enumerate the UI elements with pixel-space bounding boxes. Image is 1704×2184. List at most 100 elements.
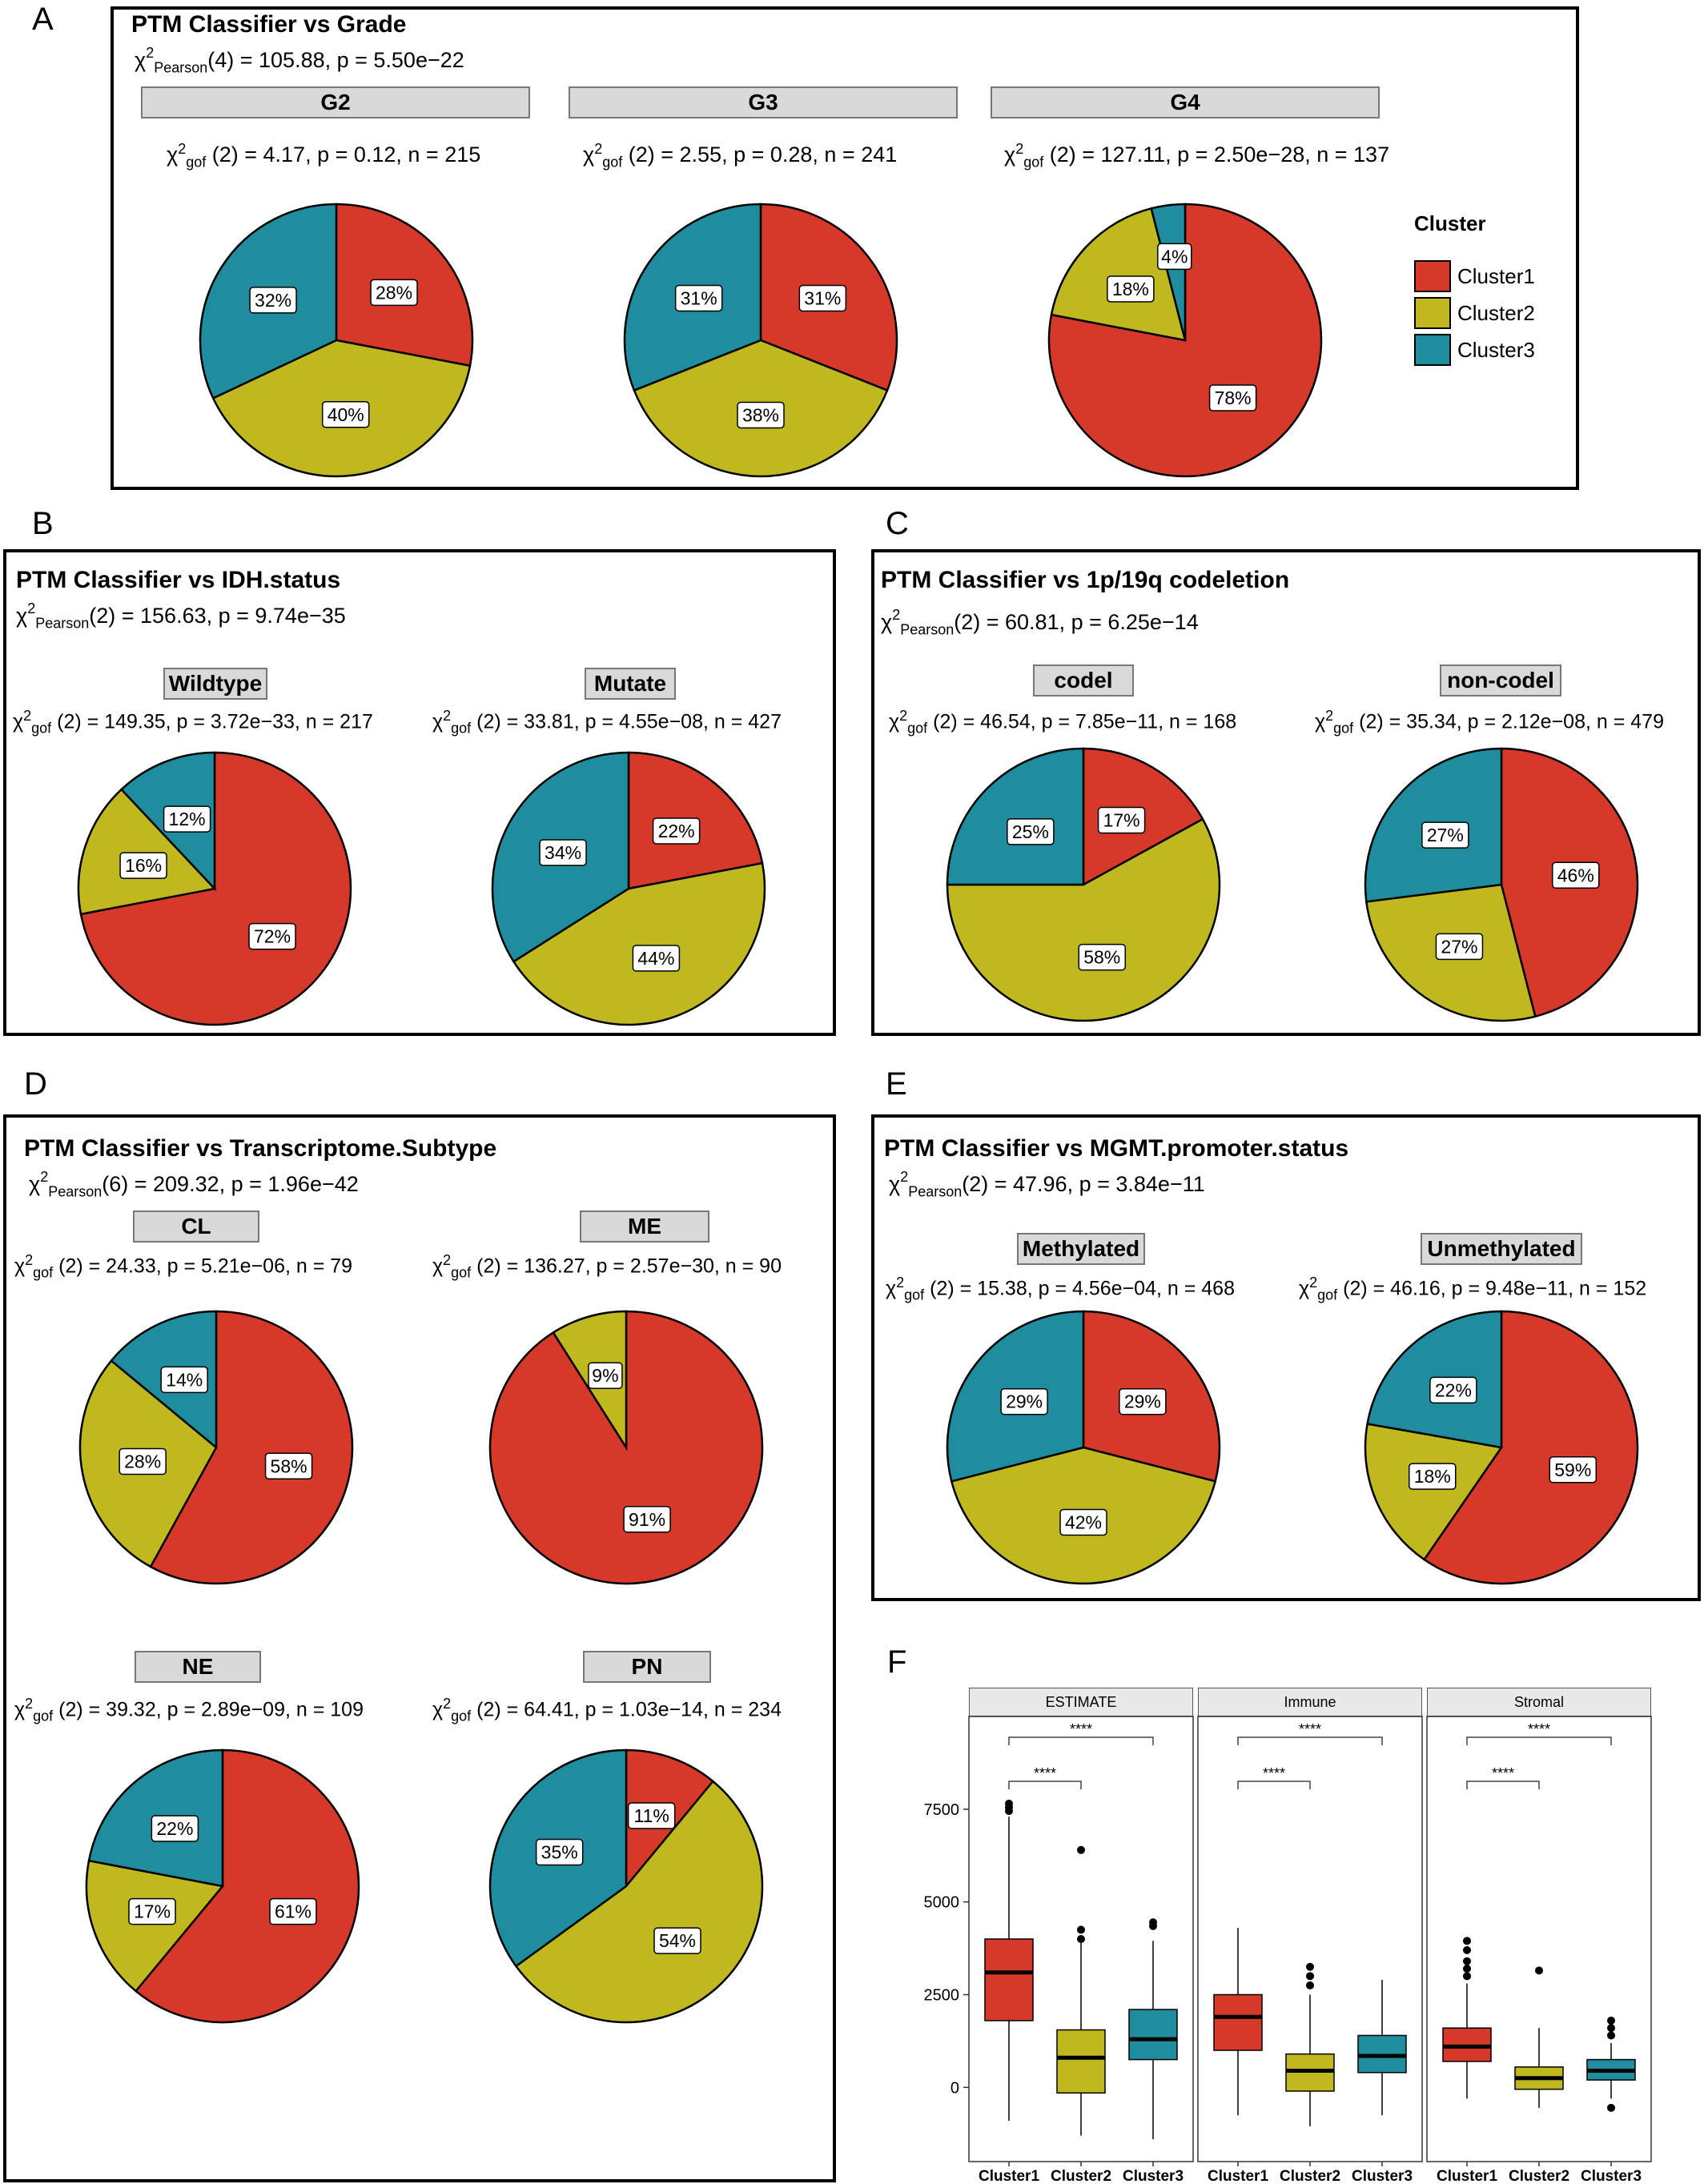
strip-mutate: Mutate (585, 668, 676, 700)
strip-methylated: Methylated (1017, 1233, 1145, 1265)
stat-g4: χ2gof (2) = 127.11, p = 2.50e−28, n = 13… (1004, 141, 1390, 171)
stat-non-codel: χ2gof (2) = 35.34, p = 2.12e−08, n = 479 (1315, 708, 1664, 737)
pie-label-cluster2: 44% (637, 948, 674, 969)
pie-label-box (623, 1506, 671, 1533)
box-cluster3 (1357, 1979, 1407, 2116)
panel-letter-b: B (32, 506, 54, 541)
significance-bracket (1237, 1781, 1311, 1789)
box-iqr (1056, 2029, 1106, 2094)
stat-mutate: χ2gof (2) = 33.81, p = 4.55e−08, n = 427 (432, 708, 782, 737)
pie-slice-cluster2 (1364, 1423, 1504, 1561)
pie-label-box (1409, 1463, 1457, 1490)
panel-e-title: PTM Classifier vs MGMT.promoter.status (884, 1135, 1349, 1162)
pie-label-box (1157, 243, 1192, 271)
pie-unmethylated: 59% 18% 22% (1364, 1310, 1639, 1585)
pie-label-box (163, 805, 211, 833)
significance-label: **** (1492, 1765, 1514, 1781)
x-tick-label: Cluster1 (1437, 2168, 1497, 2184)
pie-label-cluster1: 46% (1557, 865, 1594, 885)
outlier-point (1463, 1972, 1471, 1981)
panel-e-pearson: χ2Pearson(2) = 47.96, p = 3.84e−11 (889, 1169, 1205, 1200)
strip-cl: CL (133, 1210, 259, 1243)
y-tick-label: 0 (950, 2079, 959, 2097)
pie-label-cluster1: 58% (271, 1455, 307, 1476)
facet-estimate: **** **** Cluster1 Cluster2 Cluster3 (968, 1716, 1194, 2184)
pie-label-box (627, 1802, 676, 1829)
stat-g2: χ2gof (2) = 4.17, p = 0.12, n = 215 (167, 141, 481, 171)
stat-wildtype: χ2gof (2) = 149.35, p = 3.72e−33, n = 21… (13, 708, 373, 737)
facet-immune: **** **** Cluster1 Cluster2 Cluster3 (1197, 1716, 1423, 2184)
pie-label-box (1421, 821, 1469, 849)
panel-letter-a: A (32, 2, 54, 37)
pie-label-cluster2: 40% (328, 404, 364, 425)
pie-label-box (1429, 1376, 1477, 1404)
outlier-point (1607, 2103, 1615, 2112)
x-tick-label: Cluster2 (1509, 2168, 1569, 2184)
significance-label: **** (1070, 1721, 1092, 1737)
pie-label-cluster1: 28% (376, 282, 412, 303)
box-cluster3 (1586, 2016, 1636, 2112)
pie-label-cluster2: 18% (1112, 279, 1149, 299)
outlier-point (1077, 1845, 1085, 1854)
pie-me: 91% 9% (488, 1310, 764, 1585)
pie-label-box (264, 1452, 313, 1480)
pie-slice-cluster1 (1422, 1310, 1639, 1585)
pie-cl: 58% 28% 14% (78, 1310, 354, 1585)
outlier-point (1005, 1799, 1013, 1808)
legend-swatch-cluster1 (1414, 260, 1451, 292)
strip-g3: G3 (569, 86, 958, 118)
outlier-point (1535, 1966, 1543, 1975)
stat-me: χ2gof (2) = 136.27, p = 2.57e−30, n = 90 (432, 1252, 782, 1281)
pie-codel: 17% 58% 25% (946, 747, 1221, 1022)
box-cluster2 (1056, 1845, 1106, 2136)
pie-g4: 78% 18% 4% (1047, 203, 1323, 478)
pie-slice-cluster1 (149, 1310, 354, 1585)
box-cluster3 (1128, 1918, 1178, 2140)
pie-label-box (269, 1897, 317, 1925)
legend-label-cluster2: Cluster2 (1457, 301, 1535, 325)
pie-label-cluster3: 25% (1012, 821, 1049, 842)
strip-g4: G4 (991, 86, 1380, 118)
facet-strip-stromal: Stromal (1427, 1688, 1651, 1716)
y-tick-label: 2500 (924, 1987, 960, 2005)
outlier-point (1149, 1918, 1157, 1927)
outlier-point (1607, 2016, 1615, 2025)
pie-slice-cluster3 (946, 747, 1085, 886)
pie-label-cluster3: 29% (1006, 1391, 1043, 1412)
significance-label: **** (1528, 1721, 1550, 1737)
pie-label-cluster3: 12% (169, 809, 206, 829)
pie-label-cluster1: 78% (1215, 387, 1252, 408)
pie-label-cluster1: 29% (1124, 1391, 1161, 1412)
pie-g2: 28% 40% 32% (199, 203, 474, 478)
pie-label-cluster3: 32% (255, 290, 291, 311)
outlier-point (1306, 1972, 1314, 1981)
strip-ne: NE (135, 1651, 261, 1683)
y-tick-label: 5000 (924, 1894, 960, 1912)
pie-label-box (128, 1897, 176, 1925)
pie-slice-cluster1 (488, 1310, 764, 1585)
panel-c-pearson: χ2Pearson(2) = 60.81, p = 6.25e−14 (881, 607, 1199, 638)
pie-label-box (370, 279, 418, 307)
panel-d-frame (3, 1114, 836, 2182)
pie-label-cluster3: 14% (166, 1369, 203, 1390)
x-tick-label: Cluster2 (1280, 2168, 1340, 2184)
x-tick-label: Cluster2 (1051, 2168, 1111, 2184)
box-cluster1 (984, 1799, 1034, 2122)
outlier-point (1077, 1935, 1085, 1943)
significance-bracket (1466, 1736, 1612, 1745)
pie-slice-cluster2 (514, 1780, 764, 2024)
outlier-point (1463, 1945, 1471, 1954)
strip-non-codel: non-codel (1440, 664, 1561, 697)
pie-label-box (1208, 384, 1257, 412)
legend-title: Cluster (1414, 211, 1486, 235)
strip-g2: G2 (141, 86, 530, 118)
x-tick-label: Cluster3 (1352, 2168, 1413, 2184)
pie-label-cluster3: 4% (1161, 246, 1188, 267)
pie-label-cluster1: 61% (275, 1901, 311, 1922)
pie-label-box (1552, 861, 1600, 889)
panel-a-title: PTM Classifier vs Grade (131, 11, 407, 38)
outlier-point (1077, 1925, 1085, 1934)
pie-label-cluster2: 27% (1441, 936, 1477, 957)
pie-label-box (1549, 1456, 1598, 1483)
panel-b-frame (3, 549, 836, 1036)
